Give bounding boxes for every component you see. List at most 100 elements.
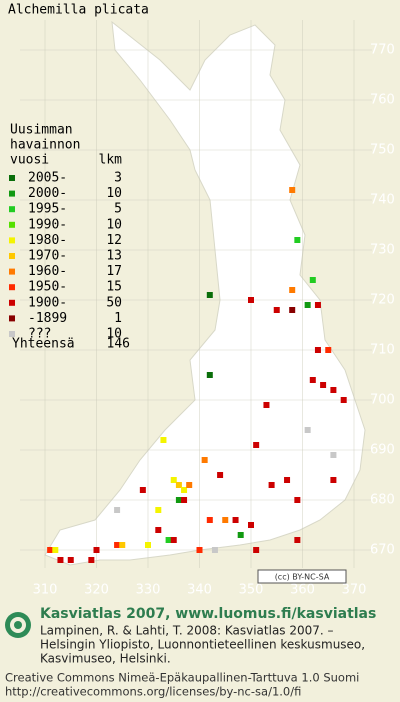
observation bbox=[170, 537, 177, 543]
observation bbox=[314, 302, 321, 308]
legend-label: 1950- bbox=[28, 280, 67, 295]
x-tick-label: 360 bbox=[290, 583, 315, 598]
x-tick-label: 330 bbox=[136, 583, 161, 598]
observation bbox=[320, 382, 327, 388]
logo-core bbox=[14, 621, 22, 629]
observation bbox=[222, 517, 229, 523]
observation bbox=[294, 237, 301, 243]
legend-label: 1980- bbox=[28, 233, 67, 248]
footer-heading: Kasviatlas 2007, www.luomus.fi/kasviatla… bbox=[40, 606, 376, 622]
legend-label: -1899 bbox=[28, 311, 67, 326]
legend-count: 12 bbox=[106, 233, 122, 248]
observation bbox=[165, 537, 172, 543]
license-badge: (cc) BY-NC-SA bbox=[257, 569, 347, 584]
legend-swatch bbox=[9, 268, 15, 275]
map-title: Alchemilla plicata bbox=[8, 3, 149, 18]
legend-label: 1990- bbox=[28, 217, 67, 232]
y-tick-label: 680 bbox=[370, 493, 395, 508]
citation-line: Helsingin Yliopisto, Luonnontieteellinen… bbox=[40, 638, 365, 652]
y-tick-label: 700 bbox=[370, 393, 395, 408]
observation bbox=[181, 497, 188, 503]
observation bbox=[309, 377, 316, 383]
observation bbox=[160, 437, 167, 443]
legend-swatch bbox=[9, 299, 15, 306]
finland-outline bbox=[44, 20, 366, 566]
legend-count: 15 bbox=[106, 280, 122, 295]
citation-line: Kasvimuseo, Helsinki. bbox=[40, 652, 171, 666]
y-tick-label: 670 bbox=[370, 543, 395, 558]
y-tick-label: 740 bbox=[370, 193, 395, 208]
legend-label: 1995- bbox=[28, 202, 67, 217]
badge-text: (cc) BY-NC-SA bbox=[275, 573, 330, 582]
observation bbox=[217, 472, 224, 478]
observation bbox=[284, 477, 291, 483]
observation bbox=[248, 522, 254, 528]
legend-swatch bbox=[9, 206, 15, 213]
legend-count: 10 bbox=[106, 186, 122, 201]
legend-heading: havainnon bbox=[10, 138, 80, 153]
license-line: http://creativecommons.org/licenses/by-n… bbox=[5, 685, 301, 699]
observation bbox=[175, 497, 182, 503]
observation bbox=[114, 542, 121, 548]
observation bbox=[330, 387, 337, 393]
observation bbox=[325, 347, 332, 353]
legend-swatch bbox=[9, 315, 15, 322]
observation bbox=[330, 477, 337, 483]
legend-label: 1970- bbox=[28, 249, 67, 264]
observation bbox=[196, 547, 203, 553]
y-tick-label: 690 bbox=[370, 443, 395, 458]
legend-count-heading: lkm bbox=[99, 153, 123, 168]
observation bbox=[248, 297, 254, 303]
legend-count: 3 bbox=[114, 171, 122, 186]
observation bbox=[294, 497, 301, 503]
legend-swatch bbox=[9, 253, 15, 259]
observation bbox=[232, 517, 239, 523]
observation bbox=[268, 482, 275, 488]
legend-heading: Uusimman bbox=[10, 123, 73, 138]
observation bbox=[289, 307, 296, 313]
y-tick-label: 730 bbox=[370, 243, 395, 258]
badge-box bbox=[257, 569, 347, 584]
y-tick-label: 720 bbox=[370, 293, 395, 308]
x-tick-label: 340 bbox=[187, 583, 212, 598]
observation bbox=[186, 482, 193, 488]
y-tick-label: 770 bbox=[370, 43, 395, 58]
observation bbox=[155, 527, 162, 533]
observation bbox=[67, 557, 74, 563]
citation-line: Lampinen, R. & Lahti, T. 2008: Kasviatla… bbox=[40, 624, 334, 638]
legend-count: 1 bbox=[114, 311, 122, 326]
legend-swatch bbox=[9, 190, 15, 197]
observation bbox=[253, 547, 260, 553]
observation bbox=[47, 547, 54, 553]
observation bbox=[237, 532, 244, 538]
legend-label: 2005- bbox=[28, 171, 67, 186]
legend-label: 1900- bbox=[28, 295, 67, 310]
legend-total: 146 bbox=[107, 337, 130, 352]
x-tick-label: 310 bbox=[33, 583, 58, 598]
observation bbox=[145, 542, 151, 548]
x-tick-label: 350 bbox=[239, 583, 264, 598]
observation bbox=[294, 537, 301, 543]
observation bbox=[263, 402, 270, 408]
observation bbox=[289, 187, 296, 193]
legend-heading: vuosi bbox=[10, 153, 49, 168]
legend-label: 2000- bbox=[28, 186, 67, 201]
legend-swatch bbox=[9, 331, 15, 337]
observation bbox=[206, 292, 213, 298]
y-tick-label: 760 bbox=[370, 93, 395, 108]
y-tick-label: 750 bbox=[370, 143, 395, 158]
observation bbox=[57, 557, 64, 563]
observation bbox=[52, 547, 59, 553]
observation bbox=[309, 277, 316, 283]
observation bbox=[273, 307, 280, 313]
legend-total-label: Yhteensä bbox=[12, 337, 75, 352]
legend-count: 13 bbox=[106, 249, 122, 264]
observation bbox=[114, 507, 121, 513]
observation bbox=[304, 427, 311, 433]
legend-count: 10 bbox=[106, 327, 122, 342]
observation bbox=[155, 507, 162, 513]
legend-label: 1960- bbox=[28, 264, 67, 279]
x-tick-label: 370 bbox=[342, 583, 367, 598]
